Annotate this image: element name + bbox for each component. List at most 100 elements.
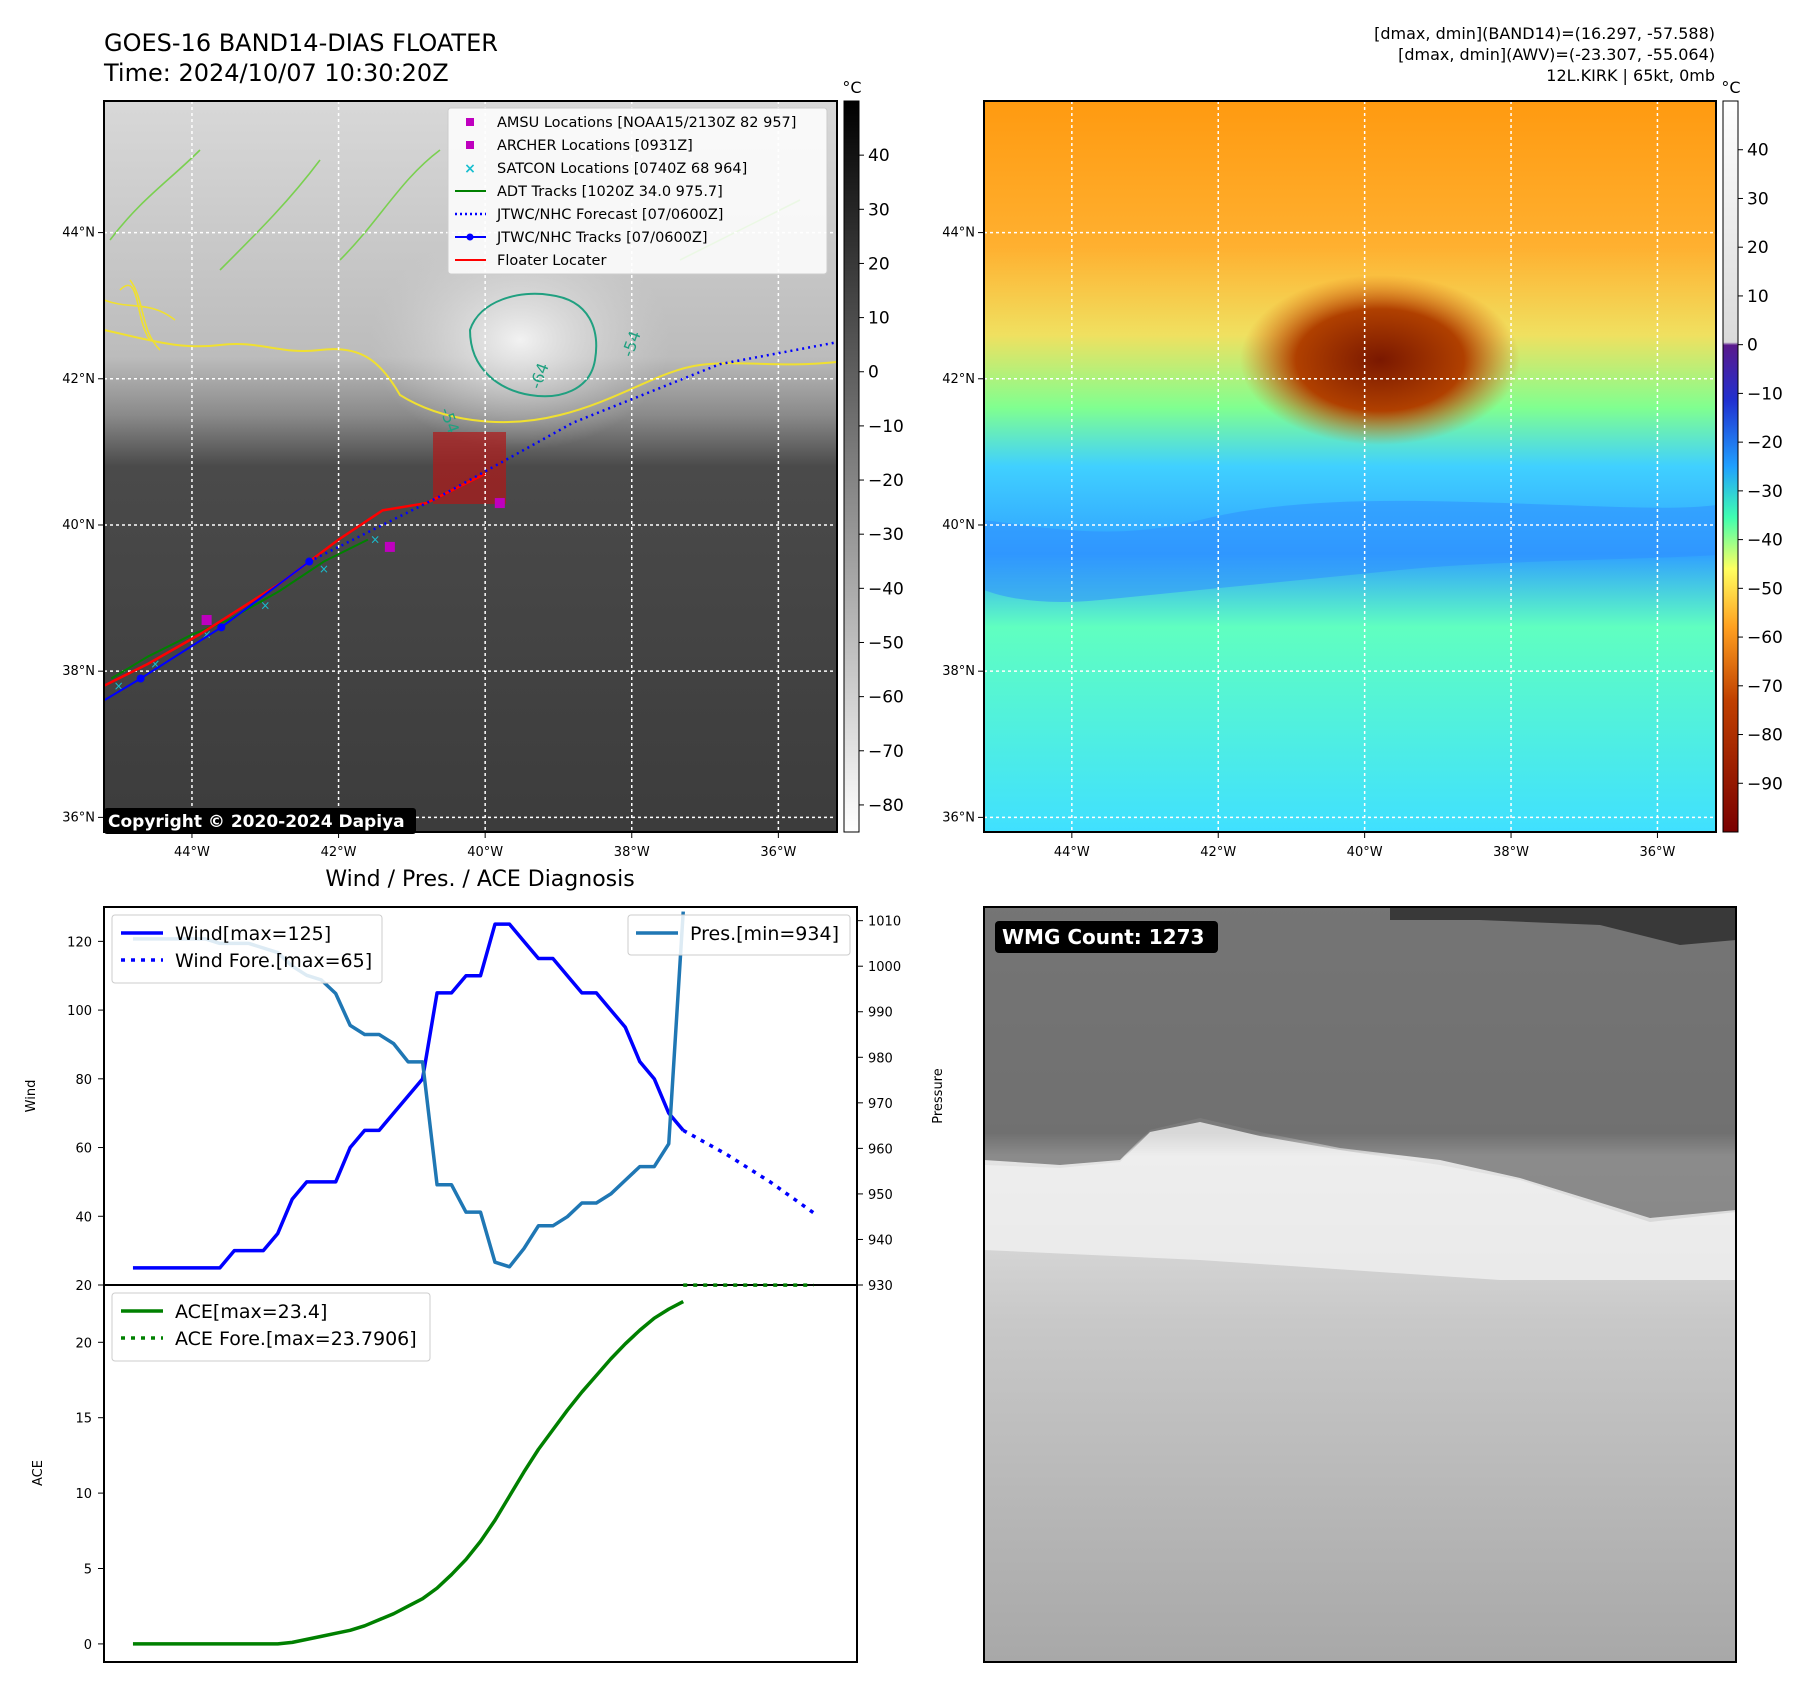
legend-label: JTWC/NHC Forecast [07/0600Z] bbox=[496, 207, 723, 223]
diagnosis-chart-panel: Wind / Pres. / ACE Diagnosis 20406080100… bbox=[24, 867, 946, 1663]
wv-colorbar-ticks: 40 30 20 10 0 −10 −20 −30 −40 −50 −60 −70 −80 −90 bbox=[1738, 141, 1783, 794]
y2-tick-label: 1000 bbox=[868, 960, 901, 975]
info-storm: 12L.KIRK | 65kt, 0mb bbox=[1546, 66, 1715, 85]
satcon-marker: × bbox=[370, 533, 380, 547]
colorbar-tick-label: −60 bbox=[868, 688, 904, 708]
colorbar-tick-label: −10 bbox=[868, 417, 904, 437]
wind-pressure-chart: 20 40 60 80 100 120 930 940 950 960 970 980 990 1000 1… bbox=[67, 911, 901, 1294]
lat-tick-label: 42°N bbox=[62, 372, 95, 387]
wind-fore-legend-label: Wind Fore.[max=65] bbox=[175, 950, 372, 972]
colorbar-tick-label: 40 bbox=[868, 146, 890, 166]
lat-tick-label: 44°N bbox=[62, 226, 95, 241]
y-tick-label: 80 bbox=[75, 1073, 92, 1088]
ir-map-tracks: × × × × × × bbox=[104, 341, 837, 702]
wv-map-grid bbox=[984, 101, 1716, 832]
legend-label: AMSU Locations [NOAA15/2130Z 82 957] bbox=[497, 115, 796, 131]
colorbar-tick-label: −40 bbox=[1747, 531, 1783, 551]
legend-label: SATCON Locations [0740Z 68 964] bbox=[497, 161, 747, 177]
lat-tick-label: 36°N bbox=[62, 810, 95, 825]
legend-swatch-square bbox=[466, 118, 474, 126]
y2-tick-label: 930 bbox=[868, 1279, 893, 1294]
colorbar-tick-label: −80 bbox=[1747, 726, 1783, 746]
colorbar-tick-label: 30 bbox=[1747, 189, 1769, 209]
colorbar-tick-label: 40 bbox=[1747, 141, 1769, 161]
colorbar-tick-label: −40 bbox=[868, 579, 904, 599]
ir-map-ticks: 44°W 42°W 40°W 38°W 36°W 44°N 42°N 40°N 38°N 36°N bbox=[62, 226, 796, 860]
wmg-count-box bbox=[995, 921, 1218, 953]
lon-tick-label: 42°W bbox=[321, 845, 357, 860]
legend-swatch-x: × bbox=[464, 161, 476, 177]
ir-cloud-edge-contour-2 bbox=[104, 279, 176, 351]
wv-dry-band bbox=[984, 500, 1716, 602]
adt-track-line bbox=[110, 538, 369, 680]
colorbar-tick-label: 10 bbox=[868, 309, 890, 329]
colorbar-tick-label: −30 bbox=[1747, 482, 1783, 502]
lat-tick-label: 36°N bbox=[942, 810, 975, 825]
wv-map-ticks: 44°W 42°W 40°W 38°W 36°W 44°N 42°N 40°N 38°N 36°N bbox=[942, 226, 1675, 860]
wv-cold-core bbox=[1240, 275, 1520, 445]
ir-colorbar bbox=[843, 100, 860, 833]
colorbar-tick-label: −10 bbox=[1747, 384, 1783, 404]
y-tick-label: 20 bbox=[75, 1279, 92, 1294]
wv-map-panel: 44°W 42°W 40°W 38°W 36°W 44°N 42°N 40°N 38°N 36°N… bbox=[942, 78, 1783, 860]
amsu-archer-marker bbox=[201, 615, 212, 626]
y2-tick-label: 970 bbox=[868, 1097, 893, 1112]
colorbar-tick-label: −20 bbox=[868, 471, 904, 491]
ir-colorbar-ticks: 40 30 20 10 0 −10 −20 −30 −40 −50 −60 −70 −80 bbox=[859, 146, 904, 816]
lon-tick-label: 44°W bbox=[174, 845, 210, 860]
copyright-box bbox=[104, 808, 416, 834]
lat-tick-label: 42°N bbox=[942, 372, 975, 387]
lon-tick-label: 40°W bbox=[1347, 845, 1383, 860]
floater-locater-box bbox=[433, 432, 506, 504]
lat-tick-label: 40°N bbox=[62, 518, 95, 533]
wv-colorbar bbox=[1722, 100, 1739, 833]
lat-tick-label: 40°N bbox=[942, 518, 975, 533]
ir-cloud-edge-contour bbox=[104, 329, 837, 423]
y-tick-label: 15 bbox=[75, 1412, 92, 1427]
wmg-dark-band bbox=[984, 907, 1736, 1218]
lon-tick-label: 44°W bbox=[1054, 845, 1090, 860]
colorbar-tick-label: 0 bbox=[1747, 336, 1758, 356]
lat-tick-label: 44°N bbox=[942, 226, 975, 241]
ir-cloud-core bbox=[370, 230, 670, 450]
lat-tick-label: 38°N bbox=[62, 664, 95, 679]
series-line bbox=[132, 1300, 685, 1646]
satcon-marker: × bbox=[202, 628, 212, 642]
wv-map-frame bbox=[983, 100, 1717, 833]
y-tick-label: 10 bbox=[75, 1487, 92, 1502]
colorbar-tick-label: 20 bbox=[1747, 238, 1769, 258]
amsu-archer-marker bbox=[384, 541, 395, 552]
y-tick-label: 60 bbox=[75, 1142, 92, 1157]
lon-tick-label: 36°W bbox=[1639, 845, 1675, 860]
pres-legend-box bbox=[627, 914, 851, 956]
wind-axis-label: Wind bbox=[24, 1080, 39, 1113]
colorbar-tick-label: −20 bbox=[1747, 433, 1783, 453]
y2-tick-label: 960 bbox=[868, 1142, 893, 1157]
wmg-panel: WMG Count: 1273 bbox=[983, 906, 1737, 1663]
figure-time: Time: 2024/10/07 10:30:20Z bbox=[103, 59, 449, 87]
amsu-archer-marker bbox=[494, 498, 505, 509]
jtwc-track-point bbox=[217, 623, 226, 632]
colorbar-tick-label: 20 bbox=[868, 254, 890, 274]
info-band14: [dmax, dmin](BAND14)=(16.297, -57.588) bbox=[1374, 24, 1715, 43]
y2-tick-label: 1010 bbox=[868, 915, 901, 930]
colorbar-tick-label: −60 bbox=[1747, 628, 1783, 648]
y-tick-label: 5 bbox=[84, 1563, 92, 1578]
wmg-bright-ridge bbox=[984, 1122, 1736, 1280]
legend-box bbox=[447, 107, 828, 275]
legend-swatch-dot bbox=[466, 233, 474, 241]
y-tick-label: 120 bbox=[67, 935, 92, 950]
ace-chart: 0 5 10 15 20 ACE[max=23.4] ACE Fore.[max=23.79… bbox=[75, 1283, 814, 1653]
wmg-count-label: WMG Count: 1273 bbox=[1002, 925, 1204, 949]
ace-legend-label: ACE[max=23.4] bbox=[175, 1301, 327, 1323]
satcon-marker: × bbox=[260, 598, 270, 612]
satcon-marker: × bbox=[114, 679, 124, 693]
ir-colorbar-unit: °C bbox=[842, 78, 861, 97]
colorbar-tick-label: −70 bbox=[1747, 677, 1783, 697]
y-tick-label: 40 bbox=[75, 1210, 92, 1225]
colorbar-tick-label: −90 bbox=[1747, 774, 1783, 794]
colorbar-tick-label: −70 bbox=[868, 742, 904, 762]
jtwc-track-point bbox=[136, 674, 145, 683]
colorbar-tick-label: −50 bbox=[1747, 579, 1783, 599]
lon-tick-label: 36°W bbox=[760, 845, 796, 860]
